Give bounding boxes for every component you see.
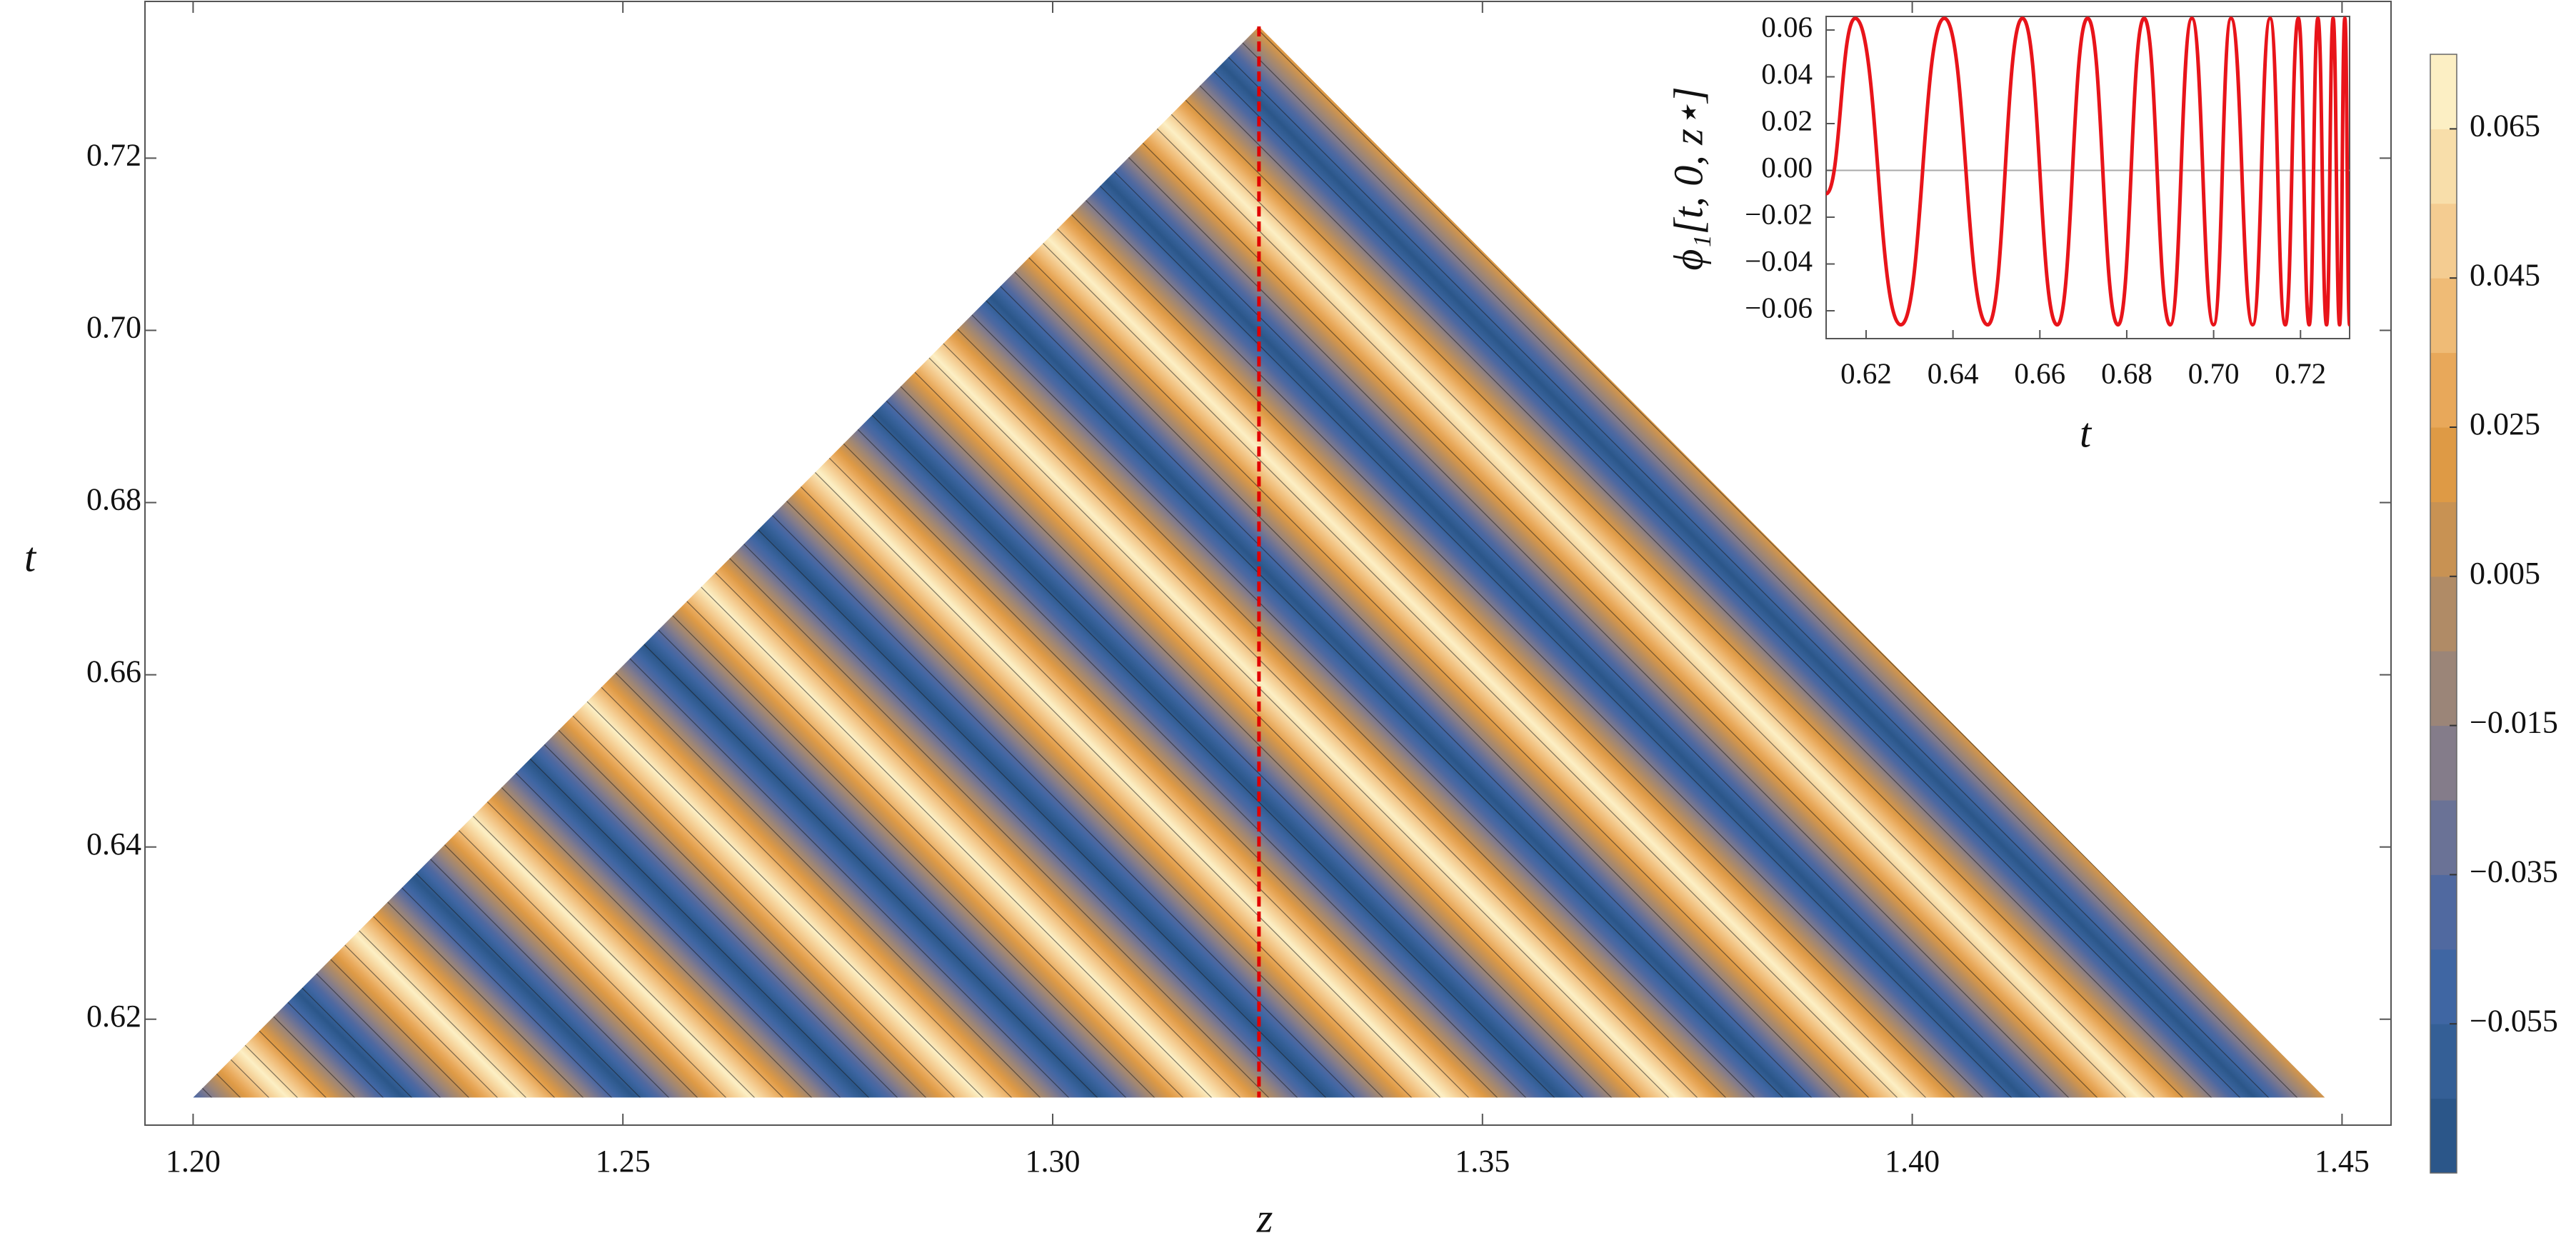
- colorbar-band: [2430, 427, 2457, 502]
- y-tick-label: 0.62: [86, 999, 141, 1034]
- plot-frame: [144, 1, 2392, 1126]
- x-tick-label: 1.20: [166, 1144, 221, 1179]
- x-tick-label: 1.30: [1025, 1144, 1080, 1179]
- colorbar-band: [2430, 651, 2457, 727]
- y-tick-label: 0.68: [86, 482, 141, 517]
- y-tick-label: 0.64: [86, 827, 141, 862]
- colorbar-band: [2430, 576, 2457, 652]
- y-tick-label: −0.02: [1745, 197, 1813, 230]
- inset-plot: 0.62 0.64 0.66 0.68 0.70 0.72 −0.06 −0.04 −0.02 0…: [1745, 10, 2350, 389]
- colorbar-band: [2430, 1098, 2457, 1174]
- x-axis-label: z: [1256, 1194, 1273, 1241]
- inset-y-label: ϕ₁[t, 0, z⋆]: [1665, 86, 1711, 270]
- y-tick-label: 0.66: [86, 654, 141, 689]
- colorbar-tick-label: −0.015: [2470, 705, 2558, 740]
- colorbar-band: [2430, 874, 2457, 950]
- x-tick-label: 0.70: [2188, 356, 2240, 389]
- colorbar-frame: [2430, 54, 2457, 1174]
- x-tick-label: 1.25: [596, 1144, 651, 1179]
- y-tick-label: 0.06: [1761, 10, 1813, 43]
- colorbar-tick-label: 0.065: [2470, 108, 2540, 143]
- y-tick-label: 0.02: [1761, 104, 1813, 136]
- colorbar-band: [2430, 352, 2457, 428]
- series-line: [1826, 16, 2350, 327]
- x-tick-label: 0.68: [2101, 356, 2152, 389]
- colorbar-band: [2430, 203, 2457, 279]
- y-tick-label: 0.72: [86, 137, 141, 172]
- y-tick-label: −0.04: [1745, 244, 1813, 277]
- inset-frame: [1825, 16, 2350, 339]
- colorbar-band: [2430, 501, 2457, 577]
- colorbar-band: [2430, 800, 2457, 875]
- x-tick-label: 0.62: [1840, 356, 1892, 389]
- colorbar-tick-label: −0.055: [2470, 1003, 2558, 1038]
- y-tick-label: 0.70: [86, 310, 141, 345]
- x-tick-label: 0.72: [2275, 356, 2326, 389]
- y-tick-label: −0.06: [1745, 291, 1813, 324]
- x-tick-label: 1.45: [2315, 1144, 2370, 1179]
- colorbar-tick-label: 0.025: [2470, 406, 2540, 441]
- x-tick-label: 0.66: [2014, 356, 2065, 389]
- colorbar-band: [2430, 278, 2457, 354]
- y-axis-label: t: [24, 534, 37, 580]
- colorbar-tick-label: −0.035: [2470, 854, 2558, 889]
- colorbar-band: [2430, 949, 2457, 1024]
- colorbar: −0.055 −0.035 −0.015 0.005 0.025 0.045 0.065: [2430, 54, 2558, 1174]
- colorbar-band: [2430, 129, 2457, 204]
- y-tick-label: 0.00: [1761, 151, 1813, 184]
- x-tick-label: 1.40: [1885, 1144, 1940, 1179]
- colorbar-tick-label: 0.005: [2470, 556, 2540, 591]
- y-tick-label: 0.04: [1761, 57, 1813, 90]
- x-tick-label: 1.35: [1455, 1144, 1510, 1179]
- colorbar-band: [2430, 54, 2457, 129]
- contour-region: [193, 26, 2325, 1098]
- colorbar-tick-label: 0.045: [2470, 257, 2540, 292]
- colorbar-band: [2430, 1024, 2457, 1099]
- inset-x-label: t: [2080, 409, 2093, 456]
- colorbar-band: [2430, 725, 2457, 801]
- x-tick-label: 0.64: [1928, 356, 1979, 389]
